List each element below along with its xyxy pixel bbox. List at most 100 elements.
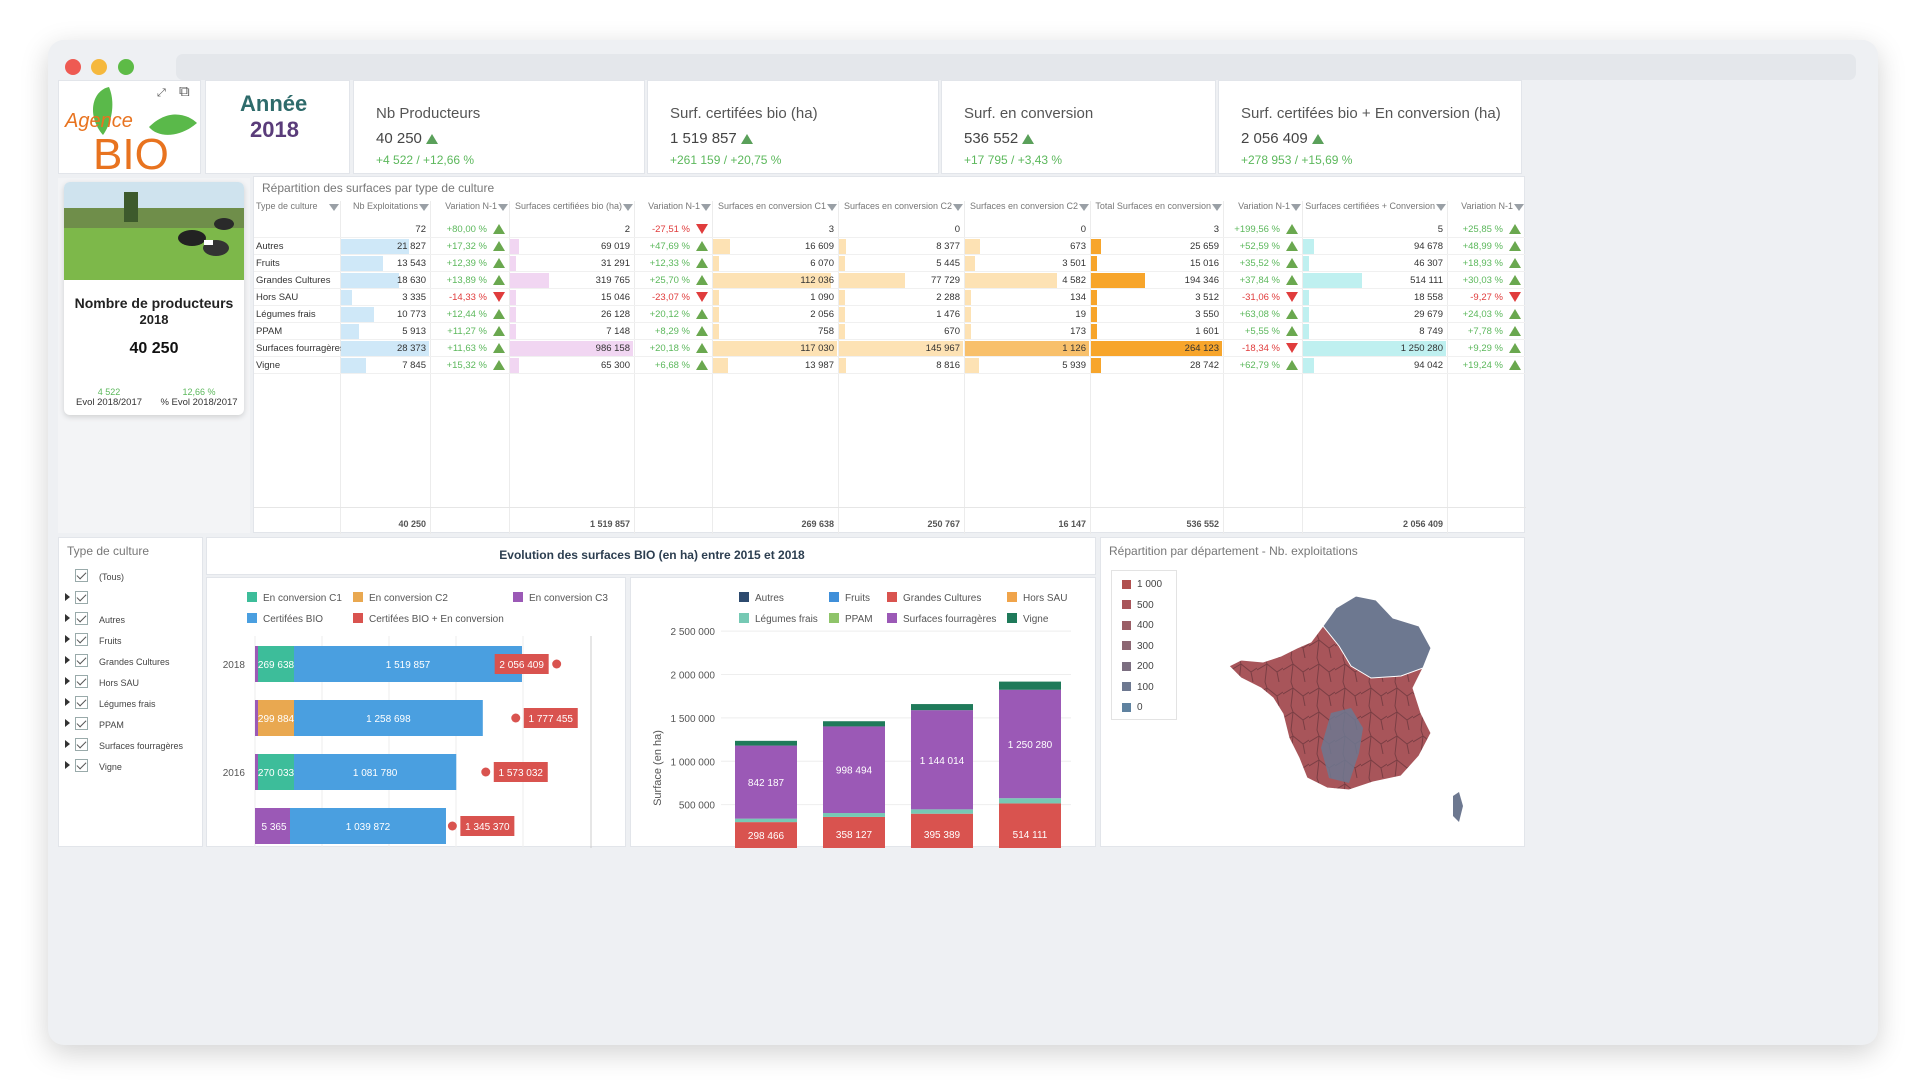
bar-segment[interactable]: [735, 745, 797, 819]
legend-label[interactable]: En conversion C2: [369, 593, 448, 604]
column-header[interactable]: Variation N-1: [648, 201, 700, 211]
total-marker[interactable]: [552, 659, 562, 669]
table-row[interactable]: [254, 221, 1526, 238]
expand-arrow-icon[interactable]: [65, 761, 70, 769]
checkbox[interactable]: [75, 759, 88, 772]
table-row[interactable]: [254, 289, 1526, 306]
bar-segment[interactable]: [258, 646, 294, 682]
bar-segment[interactable]: [255, 646, 258, 682]
column-header[interactable]: Total Surfaces en conversion: [1095, 201, 1211, 211]
map-legend-item[interactable]: 400: [1122, 620, 1154, 631]
legend-label[interactable]: Certifées BIO + En conversion: [369, 614, 504, 625]
filter-icon[interactable]: [1436, 204, 1446, 211]
table-row[interactable]: [254, 323, 1526, 340]
expand-icon[interactable]: ⤢: [157, 87, 166, 99]
bar-segment[interactable]: [911, 710, 973, 810]
bar-segment[interactable]: [258, 808, 290, 844]
legend-label[interactable]: En conversion C3: [529, 593, 608, 604]
bar-segment[interactable]: [823, 721, 885, 727]
table-row[interactable]: [254, 357, 1526, 374]
filter-icon[interactable]: [701, 204, 711, 211]
map-legend-item[interactable]: 100: [1122, 682, 1154, 693]
legend-label[interactable]: Hors SAU: [1023, 593, 1067, 604]
checkbox[interactable]: [75, 654, 88, 667]
filter-item[interactable]: Surfaces fourragères: [63, 737, 198, 753]
open-external-icon[interactable]: ⧉: [179, 83, 190, 100]
checkbox[interactable]: [75, 675, 88, 688]
map-legend-item[interactable]: 1 000: [1122, 579, 1162, 590]
filter-item[interactable]: PPAM: [63, 716, 198, 732]
expand-arrow-icon[interactable]: [65, 719, 70, 727]
filter-icon[interactable]: [329, 204, 339, 211]
filter-icon[interactable]: [498, 204, 508, 211]
bar-segment[interactable]: [255, 754, 258, 790]
bar-segment[interactable]: [823, 813, 885, 817]
filter-icon[interactable]: [1212, 204, 1222, 211]
filter-icon[interactable]: [1079, 204, 1089, 211]
map-legend-item[interactable]: 500: [1122, 600, 1154, 611]
bar-segment[interactable]: [258, 700, 294, 736]
bar-segment[interactable]: [911, 704, 973, 711]
column-header[interactable]: Variation N-1: [1238, 201, 1290, 211]
checkbox[interactable]: [75, 717, 88, 730]
legend-label[interactable]: Vigne: [1023, 614, 1049, 625]
bar-segment[interactable]: [258, 754, 294, 790]
checkbox[interactable]: [75, 633, 88, 646]
bar-segment[interactable]: [911, 809, 973, 814]
expand-arrow-icon[interactable]: [65, 677, 70, 685]
bar-segment[interactable]: [290, 808, 446, 844]
bar-segment[interactable]: [999, 798, 1061, 804]
filter-icon[interactable]: [827, 204, 837, 211]
map-legend-item[interactable]: 200: [1122, 661, 1154, 672]
bar-segment[interactable]: [999, 803, 1061, 848]
filter-item[interactable]: (Tous): [63, 568, 198, 584]
checkbox[interactable]: [75, 569, 88, 582]
column-header[interactable]: Surfaces en conversion C2: [969, 201, 1078, 211]
column-header[interactable]: Variation N-1: [1461, 201, 1513, 211]
checkbox[interactable]: [75, 612, 88, 625]
filter-icon[interactable]: [623, 204, 633, 211]
bar-segment[interactable]: [294, 754, 457, 790]
legend-label[interactable]: En conversion C1: [263, 593, 342, 604]
column-header[interactable]: Variation N-1: [445, 201, 497, 211]
legend-label[interactable]: Certifées BIO: [263, 614, 323, 625]
bar-segment[interactable]: [823, 816, 885, 848]
table-row[interactable]: [254, 272, 1526, 289]
map-legend-item[interactable]: 300: [1122, 641, 1154, 652]
filter-item[interactable]: Légumes frais: [63, 695, 198, 711]
table-row[interactable]: [254, 255, 1526, 272]
bar-segment[interactable]: [255, 700, 258, 736]
table-row[interactable]: [254, 306, 1526, 323]
column-header[interactable]: Surfaces en conversion C2: [843, 201, 952, 211]
legend-label[interactable]: Fruits: [845, 593, 870, 604]
filter-icon[interactable]: [953, 204, 963, 211]
filter-item[interactable]: Grandes Cultures: [63, 653, 198, 669]
expand-arrow-icon[interactable]: [65, 698, 70, 706]
table-row[interactable]: [254, 238, 1526, 255]
bar-segment[interactable]: [823, 726, 885, 814]
checkbox[interactable]: [75, 591, 88, 604]
column-header[interactable]: Surfaces certifiées bio (ha): [514, 201, 622, 211]
expand-arrow-icon[interactable]: [65, 593, 70, 601]
legend-label[interactable]: Autres: [755, 593, 784, 604]
legend-label[interactable]: PPAM: [845, 614, 873, 625]
bar-segment[interactable]: [294, 700, 483, 736]
address-bar[interactable]: [176, 54, 1856, 80]
bar-segment[interactable]: [999, 681, 1061, 690]
expand-arrow-icon[interactable]: [65, 656, 70, 664]
expand-arrow-icon[interactable]: [65, 635, 70, 643]
expand-arrow-icon[interactable]: [65, 614, 70, 622]
filter-item[interactable]: Hors SAU: [63, 674, 198, 690]
close-window-button[interactable]: [65, 59, 81, 75]
bar-segment[interactable]: [911, 813, 973, 848]
minimize-window-button[interactable]: [91, 59, 107, 75]
filter-item[interactable]: Vigne: [63, 758, 198, 774]
filter-item[interactable]: Fruits: [63, 632, 198, 648]
filter-icon[interactable]: [1291, 204, 1301, 211]
bar-segment[interactable]: [735, 818, 797, 823]
column-header[interactable]: Nb Exploitations: [352, 201, 418, 211]
column-header[interactable]: Type de culture: [256, 201, 318, 211]
france-map[interactable]: [1101, 538, 1526, 848]
total-marker[interactable]: [511, 713, 521, 723]
maximize-window-button[interactable]: [118, 59, 134, 75]
